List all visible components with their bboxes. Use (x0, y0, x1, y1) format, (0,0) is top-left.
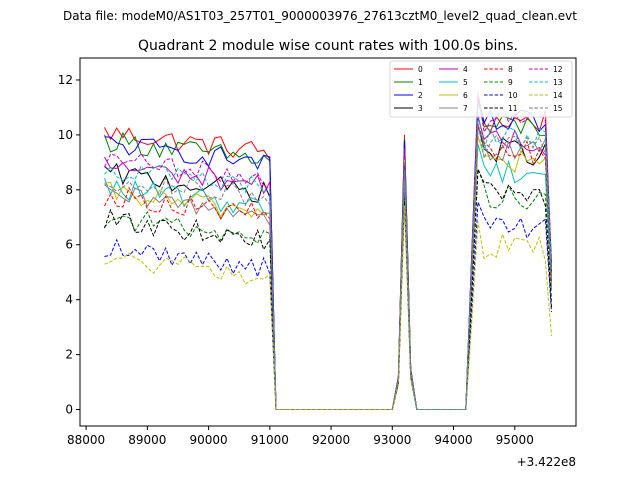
x-offset-label: +3.422e8 (517, 455, 576, 469)
legend-box (389, 60, 573, 118)
y-tick-label: 2 (65, 348, 73, 362)
legend-label: 4 (463, 65, 468, 74)
legend-label: 9 (508, 78, 513, 87)
x-tick-label: 89000 (128, 433, 166, 447)
suptitle: Data file: modeM0/AS1T03_257T01_90000039… (63, 9, 577, 23)
legend-label: 2 (418, 91, 423, 100)
plot-frame (79, 57, 577, 427)
y-tick-label: 10 (58, 128, 73, 142)
series-line-15 (104, 122, 552, 410)
y-tick-label: 6 (65, 238, 73, 252)
legend-label: 5 (463, 78, 468, 87)
legend-label: 14 (553, 91, 563, 100)
legend-label: 0 (418, 65, 423, 74)
legend-label: 15 (553, 104, 563, 113)
legend-label: 8 (508, 65, 513, 74)
chart-title: Quadrant 2 module wise count rates with … (138, 38, 518, 54)
axis-layer: 88000 89000 90000 91000 92000 93000 94000 95000… (58, 73, 534, 447)
y-tick-label: 0 (65, 403, 73, 417)
x-tick-label: 90000 (189, 433, 227, 447)
legend-label: 10 (508, 91, 518, 100)
y-tick-label: 4 (65, 293, 73, 307)
legend-label: 6 (463, 91, 468, 100)
x-tick-label: 94000 (434, 433, 472, 447)
x-tick-label: 91000 (251, 433, 289, 447)
legend-label: 12 (553, 65, 563, 74)
legend-label: 1 (418, 78, 423, 87)
y-tick-label: 8 (65, 183, 73, 197)
series-layer (104, 92, 552, 410)
y-tick-label: 12 (58, 73, 73, 87)
x-tick-label: 93000 (373, 433, 411, 447)
x-tick-label: 95000 (496, 433, 534, 447)
legend-label: 11 (508, 104, 518, 113)
legend-label: 13 (553, 78, 563, 87)
legend-label: 3 (418, 104, 423, 113)
x-tick-label: 88000 (67, 433, 105, 447)
x-tick-label: 92000 (312, 433, 350, 447)
legend-label: 7 (463, 104, 468, 113)
